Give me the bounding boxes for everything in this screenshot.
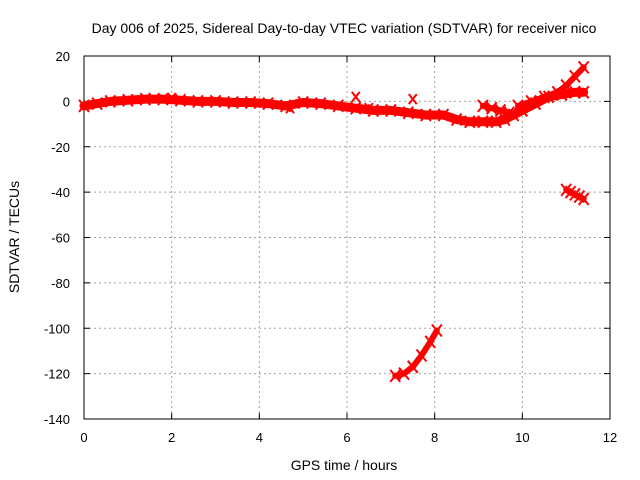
- data-point: [262, 97, 274, 111]
- y-tick-label: -60: [51, 231, 70, 246]
- data-point: [431, 323, 443, 338]
- data-point: [192, 94, 204, 109]
- data-point: [364, 102, 374, 114]
- data-point: [525, 94, 537, 109]
- data-point: [507, 108, 520, 122]
- x-tick-label: 4: [256, 430, 263, 445]
- data-point: [244, 95, 257, 110]
- data-point: [122, 93, 134, 107]
- data-point: [285, 102, 295, 114]
- data-point: [573, 190, 586, 204]
- data-point: [569, 85, 581, 99]
- data-point: [402, 106, 415, 120]
- x-tick-label: 0: [80, 430, 87, 445]
- data-point: [166, 92, 177, 104]
- data-point: [139, 92, 152, 106]
- y-axis-label: SDTVAR / TECUs: [6, 181, 22, 293]
- data-point: [569, 187, 581, 202]
- data-point: [332, 99, 345, 113]
- data-point: [551, 85, 564, 99]
- data-point: [564, 185, 577, 199]
- x-axis-ticks: 0 2 4 6 8 10 12: [80, 56, 617, 445]
- data-point: [279, 99, 292, 113]
- data-point: [314, 97, 327, 111]
- data-point: [512, 99, 524, 113]
- data-point: [503, 106, 515, 120]
- data-point: [424, 335, 437, 349]
- data-point: [463, 115, 476, 129]
- x-axis-label: GPS time / hours: [291, 457, 398, 473]
- y-axis-ticks: -140 -120 -100 -80 -60 -40 -20 0 20: [44, 49, 610, 427]
- series-spikes: [166, 91, 418, 114]
- y-tick-label: -80: [51, 276, 70, 291]
- data-point: [78, 99, 90, 113]
- series-line: [479, 102, 513, 116]
- data-point: [437, 108, 450, 122]
- data-point: [407, 93, 418, 105]
- data-point: [389, 369, 401, 383]
- data-point: [560, 183, 572, 197]
- y-tick-label: -20: [51, 140, 70, 155]
- data-point: [209, 94, 222, 109]
- data-point: [174, 93, 187, 107]
- data-point: [349, 101, 362, 115]
- series-main-band: [78, 85, 590, 129]
- y-tick-label: 20: [56, 49, 70, 64]
- y-tick-label: -140: [44, 412, 70, 427]
- data-point: [104, 94, 117, 109]
- data-point: [350, 91, 361, 103]
- series-segment-near-120: [389, 323, 443, 383]
- data-point: [227, 95, 239, 110]
- data-point: [538, 90, 551, 104]
- data-point: [91, 97, 103, 111]
- y-tick-label: 0: [63, 94, 70, 109]
- x-tick-label: 8: [431, 430, 438, 445]
- data-point: [398, 366, 410, 381]
- data-point: [477, 99, 489, 113]
- data-point: [577, 60, 590, 74]
- x-tick-label: 12: [603, 430, 617, 445]
- data-point: [406, 360, 419, 374]
- series-upper-arc: [512, 60, 590, 113]
- data-point: [385, 103, 397, 118]
- data-point: [490, 115, 502, 129]
- y-tick-label: -40: [51, 185, 70, 200]
- data-point: [556, 87, 568, 102]
- data-point: [415, 348, 428, 363]
- data-point: [157, 92, 169, 106]
- data-series: [78, 60, 590, 383]
- x-tick-label: 10: [515, 430, 529, 445]
- data-point: [367, 103, 380, 118]
- data-point: [450, 112, 463, 127]
- chart-title: Day 006 of 2025, Sidereal Day-to-day VTE…: [92, 20, 597, 36]
- data-point: [577, 85, 590, 99]
- data-point: [577, 192, 590, 206]
- data-point: [297, 95, 309, 110]
- data-point: [494, 103, 507, 118]
- y-tick-label: -100: [44, 321, 70, 336]
- series-line: [79, 87, 589, 127]
- x-tick-label: 2: [168, 430, 175, 445]
- data-point: [420, 108, 432, 122]
- data-point: [485, 101, 498, 115]
- x-tick-label: 6: [343, 430, 350, 445]
- series-short-segment-near-9-3h: [477, 99, 515, 120]
- y-tick-label: -120: [44, 367, 70, 382]
- series-segment-near-40: [560, 183, 590, 206]
- data-point: [477, 115, 489, 129]
